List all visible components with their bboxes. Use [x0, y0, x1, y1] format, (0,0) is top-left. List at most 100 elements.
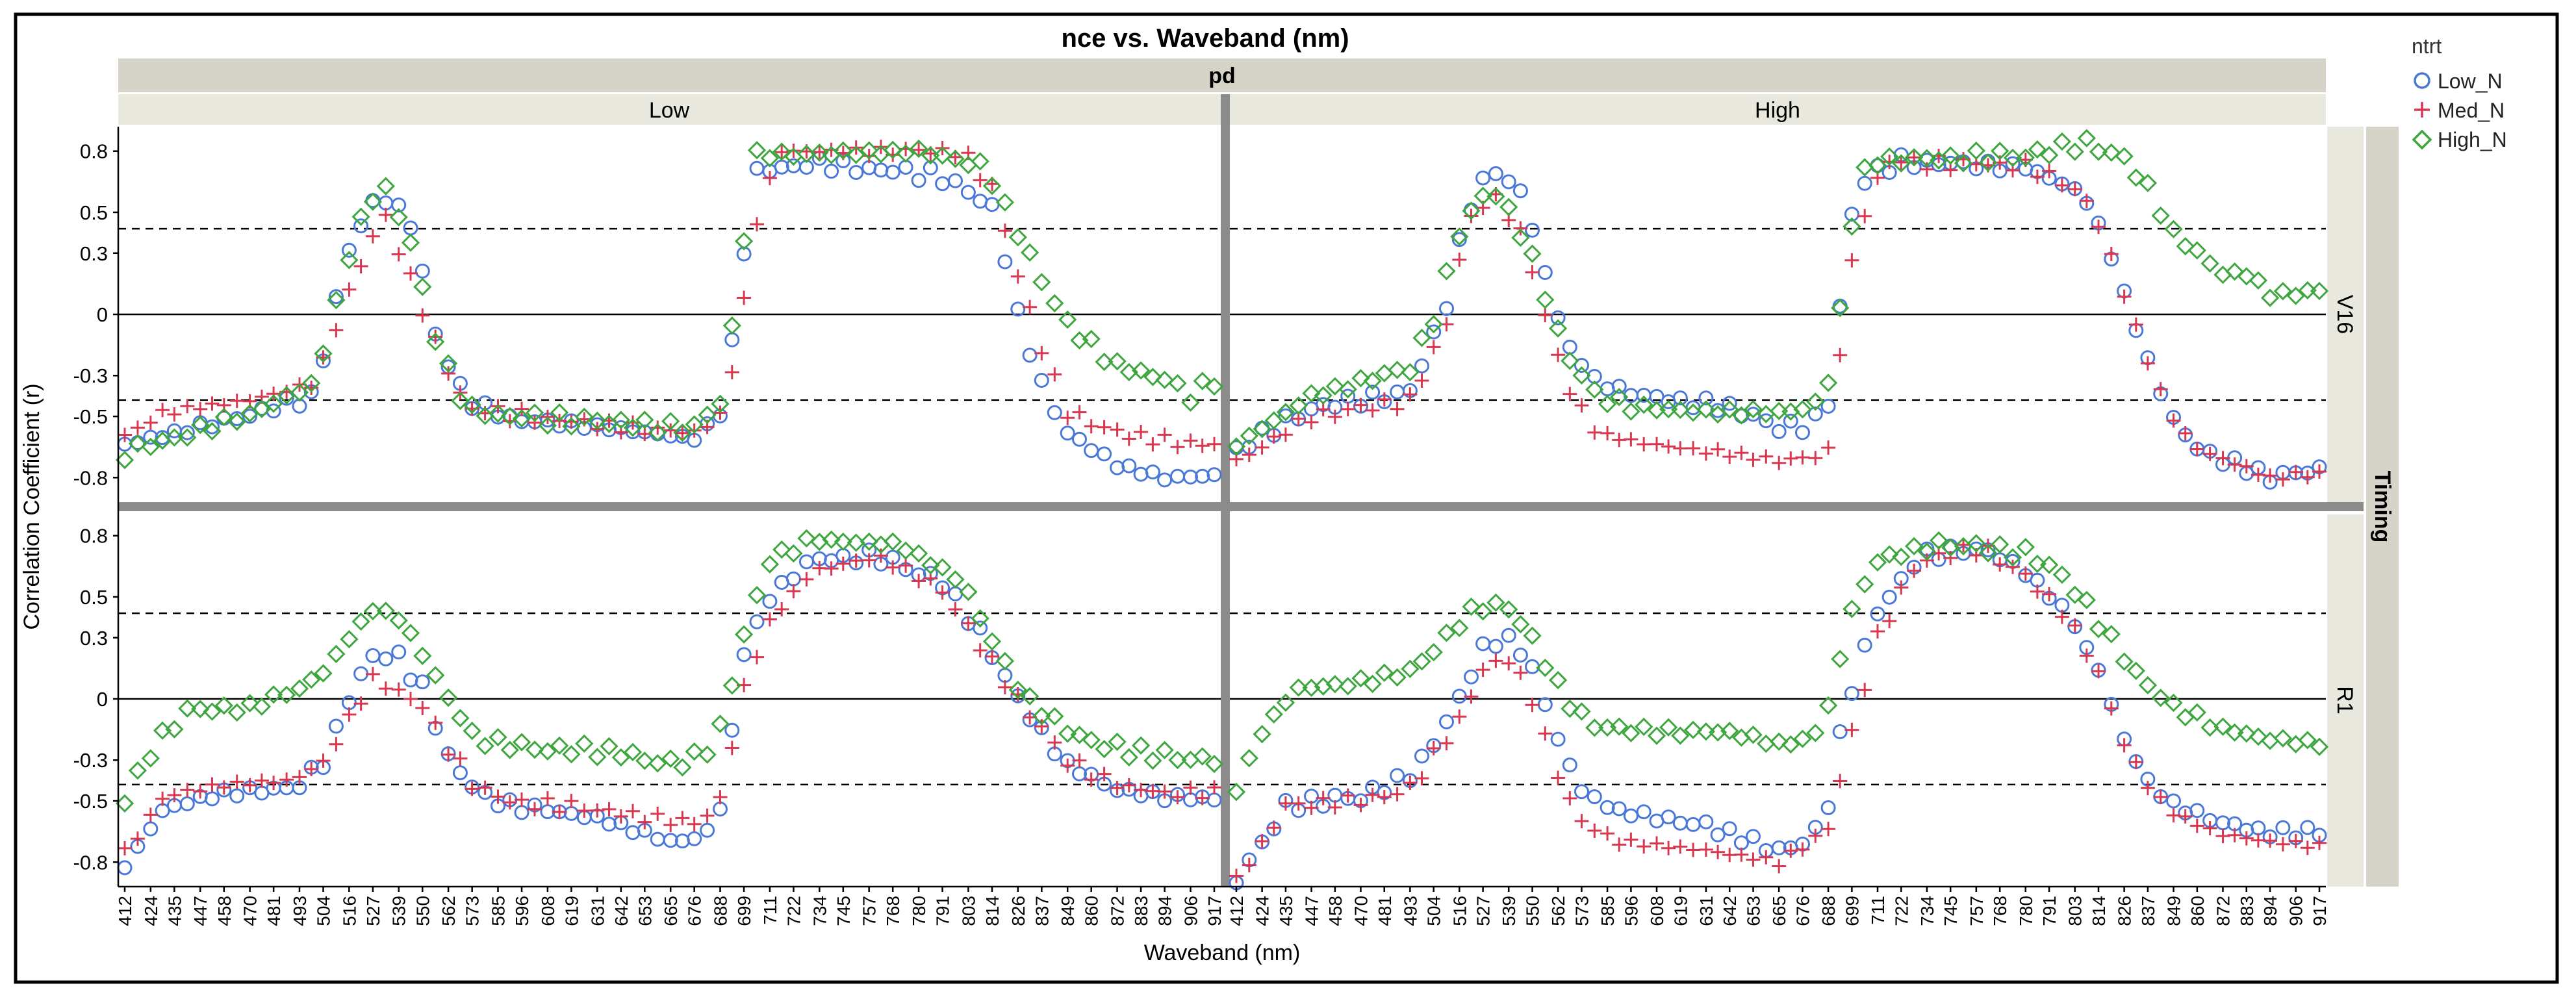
- data-point-med-n: [329, 737, 344, 752]
- legend-item-high-n[interactable]: High_N: [2412, 128, 2507, 151]
- data-point-med-n: [1157, 427, 1172, 442]
- data-point-med-n: [229, 394, 244, 409]
- data-point-med-n: [1097, 420, 1112, 435]
- data-point-high-n: [1536, 290, 1555, 309]
- legend-title: ntrt: [2412, 34, 2442, 58]
- panels-layer: [115, 127, 2329, 891]
- x-tick-label: 470: [1351, 896, 1371, 926]
- data-point-high-n: [1450, 618, 1469, 637]
- data-point-high-n: [439, 354, 458, 373]
- data-point-high-n: [1240, 749, 1258, 768]
- data-point-high-n: [1967, 141, 1985, 160]
- data-point-high-n: [1264, 705, 1283, 724]
- data-point-med-n: [2091, 220, 2106, 234]
- data-point-high-n: [1082, 329, 1101, 349]
- x-tick-label: 412: [115, 896, 135, 926]
- data-point-high-n: [995, 651, 1015, 670]
- row-panel-label-r1: R1: [2332, 686, 2357, 714]
- x-tick-label: 596: [512, 896, 532, 926]
- data-point-high-n: [500, 407, 519, 425]
- x-tick-label: 550: [1523, 896, 1543, 926]
- data-point-high-n: [971, 609, 989, 628]
- data-point-high-n: [1635, 395, 1653, 414]
- data-point-high-n: [1193, 747, 1212, 766]
- y-tick-label: 0.3: [80, 242, 108, 265]
- data-point-high-n: [401, 233, 420, 252]
- x-tick-label: 722: [1891, 896, 1911, 926]
- data-point-med-n: [1242, 448, 1256, 462]
- data-point-high-n: [1401, 362, 1420, 382]
- data-point-high-n: [834, 141, 852, 160]
- legend-label-high-n: High_N: [2438, 128, 2507, 151]
- x-tick-label: 481: [264, 896, 284, 926]
- x-tick-label: 711: [1868, 896, 1888, 925]
- data-point-med-n: [2275, 472, 2290, 487]
- data-point-med-n: [143, 415, 158, 430]
- data-point-high-n: [451, 709, 470, 727]
- data-point-med-n: [342, 282, 357, 297]
- data-point-med-n: [1353, 798, 1368, 813]
- legend-item-low-n[interactable]: Low_N: [2414, 70, 2503, 93]
- data-point-med-n: [1207, 436, 1221, 451]
- data-point-med-n: [577, 803, 592, 818]
- data-point-high-n: [1108, 732, 1127, 752]
- data-point-high-n: [500, 740, 519, 759]
- data-point-high-n: [822, 530, 841, 549]
- data-point-low-n: [1820, 800, 1836, 815]
- data-point-low-n: [353, 666, 369, 681]
- data-point-med-n: [2239, 831, 2254, 846]
- data-point-med-n: [391, 682, 406, 697]
- x-tick-label: 412: [1227, 896, 1247, 926]
- data-point-low-n: [1710, 403, 1726, 418]
- x-tick-label: 906: [1181, 896, 1201, 926]
- data-point-med-n: [1072, 753, 1087, 768]
- data-point-med-n: [1772, 455, 1787, 470]
- data-point-low-n: [1685, 400, 1701, 416]
- data-point-high-n: [1486, 187, 1505, 206]
- x-tick-label: 872: [2213, 896, 2234, 926]
- data-point-high-n: [722, 316, 741, 335]
- data-point-med-n: [1229, 868, 1243, 883]
- data-point-high-n: [2052, 565, 2072, 584]
- data-point-high-n: [946, 570, 965, 589]
- data-point-high-n: [562, 745, 581, 764]
- data-point-med-n: [1195, 438, 1210, 453]
- data-point-low-n: [341, 242, 357, 258]
- data-point-high-n: [2102, 143, 2121, 162]
- data-point-med-n: [1183, 780, 1198, 795]
- data-point-med-n: [205, 777, 220, 792]
- data-point-low-n: [1022, 348, 1038, 363]
- data-point-med-n: [491, 789, 505, 804]
- x-tick-label: 745: [1941, 896, 1961, 926]
- data-point-high-n: [1045, 294, 1064, 313]
- data-point-low-n: [414, 674, 430, 690]
- data-point-high-n: [896, 541, 915, 560]
- data-point-med-n: [2042, 587, 2057, 601]
- data-point-high-n: [1868, 553, 1887, 572]
- data-point-high-n: [389, 611, 408, 630]
- data-point-low-n: [229, 788, 245, 803]
- data-point-high-n: [1622, 402, 1640, 421]
- data-point-high-n: [1659, 718, 1678, 737]
- y-tick-label: 0: [97, 688, 108, 711]
- data-point-low-n: [848, 165, 864, 180]
- data-point-med-n: [167, 407, 182, 422]
- data-point-low-n: [713, 802, 728, 816]
- data-point-med-n: [342, 707, 357, 722]
- data-point-med-n: [502, 795, 517, 810]
- y-tick-label: -0.5: [73, 405, 108, 428]
- data-point-high-n: [1818, 373, 1838, 392]
- data-point-high-n: [1424, 315, 1443, 334]
- data-point-med-n: [786, 584, 801, 599]
- data-point-med-n: [415, 701, 430, 715]
- data-point-high-n: [1119, 748, 1138, 767]
- data-point-low-n: [1698, 390, 1714, 406]
- data-point-med-n: [441, 747, 456, 762]
- data-point-high-n: [1548, 670, 1568, 690]
- data-point-med-n: [1711, 442, 1726, 457]
- data-point-high-n: [227, 412, 246, 431]
- data-point-high-n: [290, 679, 309, 698]
- data-point-low-n: [1685, 816, 1701, 832]
- data-point-med-n: [1207, 780, 1221, 795]
- legend-item-med-n[interactable]: Med_N: [2414, 99, 2505, 122]
